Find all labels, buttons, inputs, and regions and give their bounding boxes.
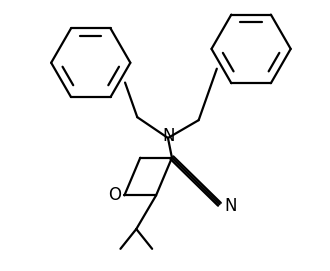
Text: N: N xyxy=(163,127,175,145)
Text: N: N xyxy=(224,197,237,215)
Text: O: O xyxy=(108,186,121,204)
